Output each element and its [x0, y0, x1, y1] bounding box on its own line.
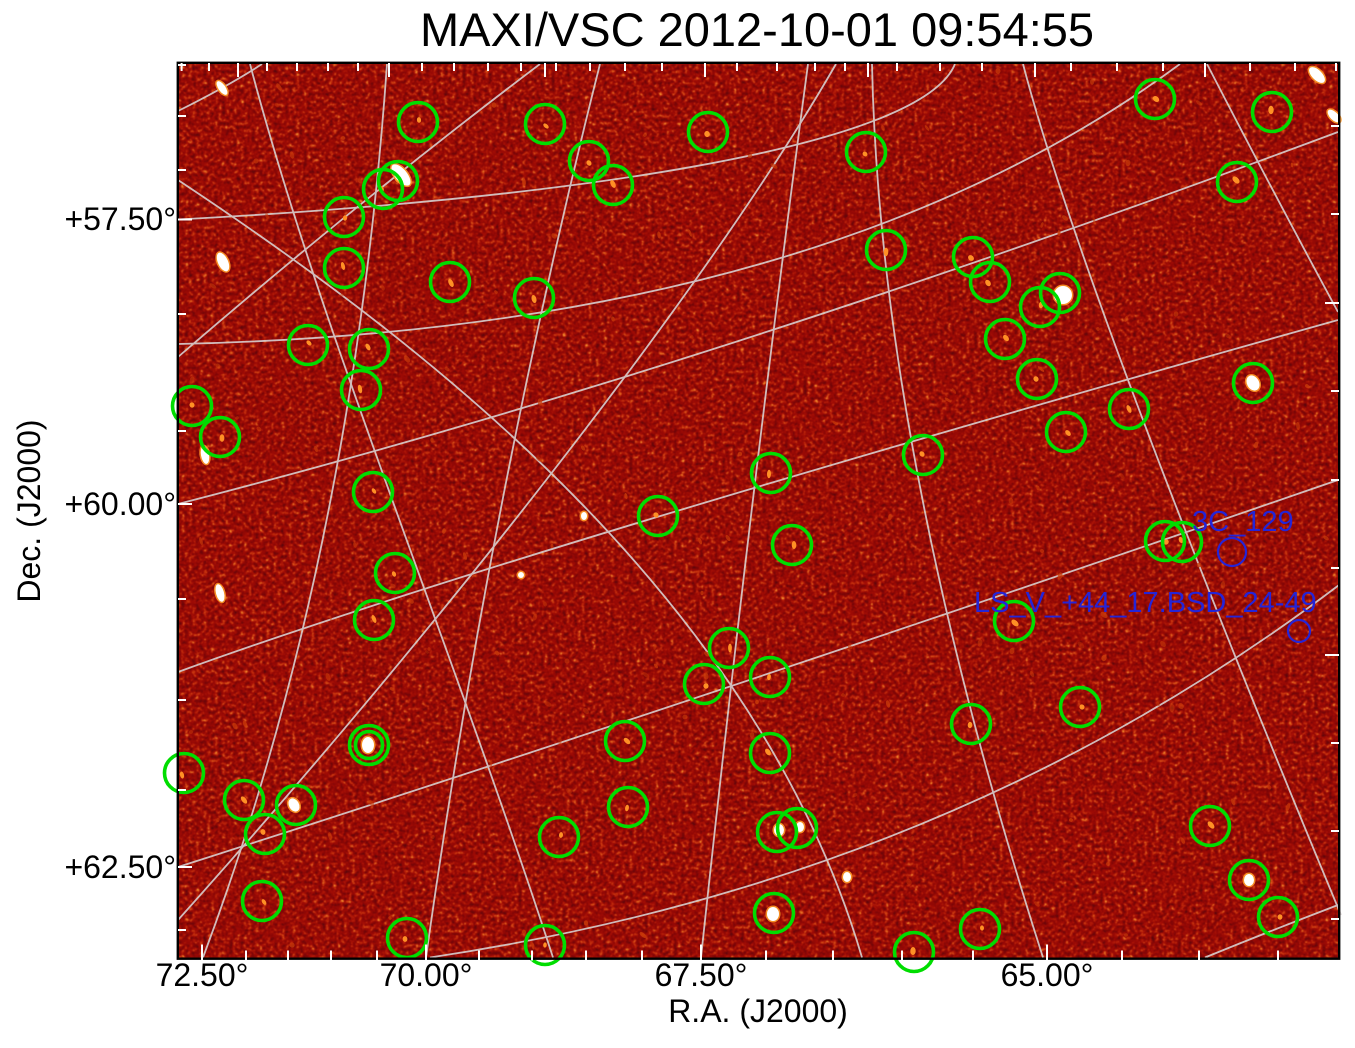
svg-text:Dec. (J2000): Dec. (J2000) [11, 419, 47, 602]
svg-text:LS_V_+44_17.BSD_24-49: LS_V_+44_17.BSD_24-49 [974, 587, 1317, 619]
svg-text:67.50°: 67.50° [655, 957, 748, 993]
svg-text:65.00°: 65.00° [1001, 957, 1094, 993]
svg-text:3C_129: 3C_129 [1192, 506, 1294, 538]
svg-text:70.00°: 70.00° [380, 957, 473, 993]
svg-text:72.50°: 72.50° [156, 957, 249, 993]
svg-text:+57.50°: +57.50° [64, 201, 176, 237]
svg-text:MAXI/VSC 2012-10-01 09:54:55: MAXI/VSC 2012-10-01 09:54:55 [420, 3, 1094, 56]
svg-text:+62.50°: +62.50° [64, 849, 176, 885]
svg-text:R.A. (J2000): R.A. (J2000) [668, 993, 848, 1029]
svg-text:+60.00°: +60.00° [64, 486, 176, 522]
